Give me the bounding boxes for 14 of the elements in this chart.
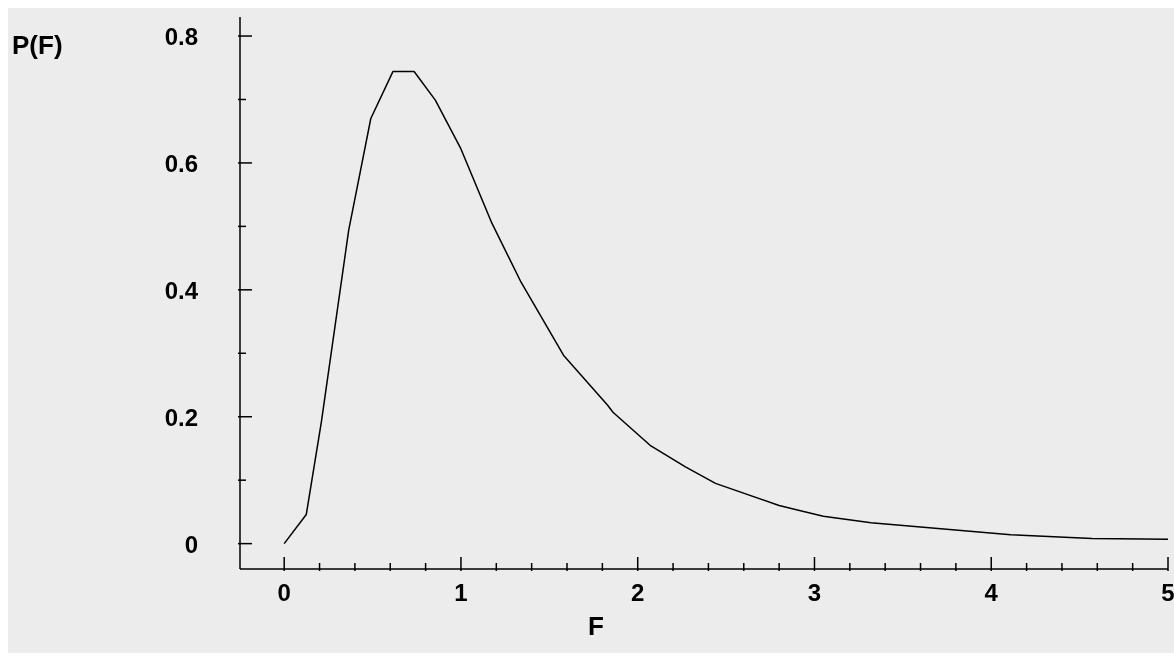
y-tick-label: 0.6 xyxy=(164,149,198,177)
line-series xyxy=(283,70,1168,545)
y-tick-label: 0 xyxy=(184,530,198,558)
y-tick-label: 0.4 xyxy=(164,276,199,304)
x-tick-label: 3 xyxy=(807,579,822,606)
x-tick-label: 5 xyxy=(1161,579,1174,606)
x-tick-label: 0 xyxy=(277,579,291,606)
x-axis-title: F xyxy=(588,611,604,642)
x-tick-label: 2 xyxy=(631,579,645,606)
y-tick-label: 0.8 xyxy=(164,23,198,51)
y-axis-title: P(F) xyxy=(12,30,63,61)
y-tick-label: 0.2 xyxy=(164,403,198,431)
x-tick-label: 4 xyxy=(984,579,999,606)
x-tick-label: 1 xyxy=(454,579,468,606)
